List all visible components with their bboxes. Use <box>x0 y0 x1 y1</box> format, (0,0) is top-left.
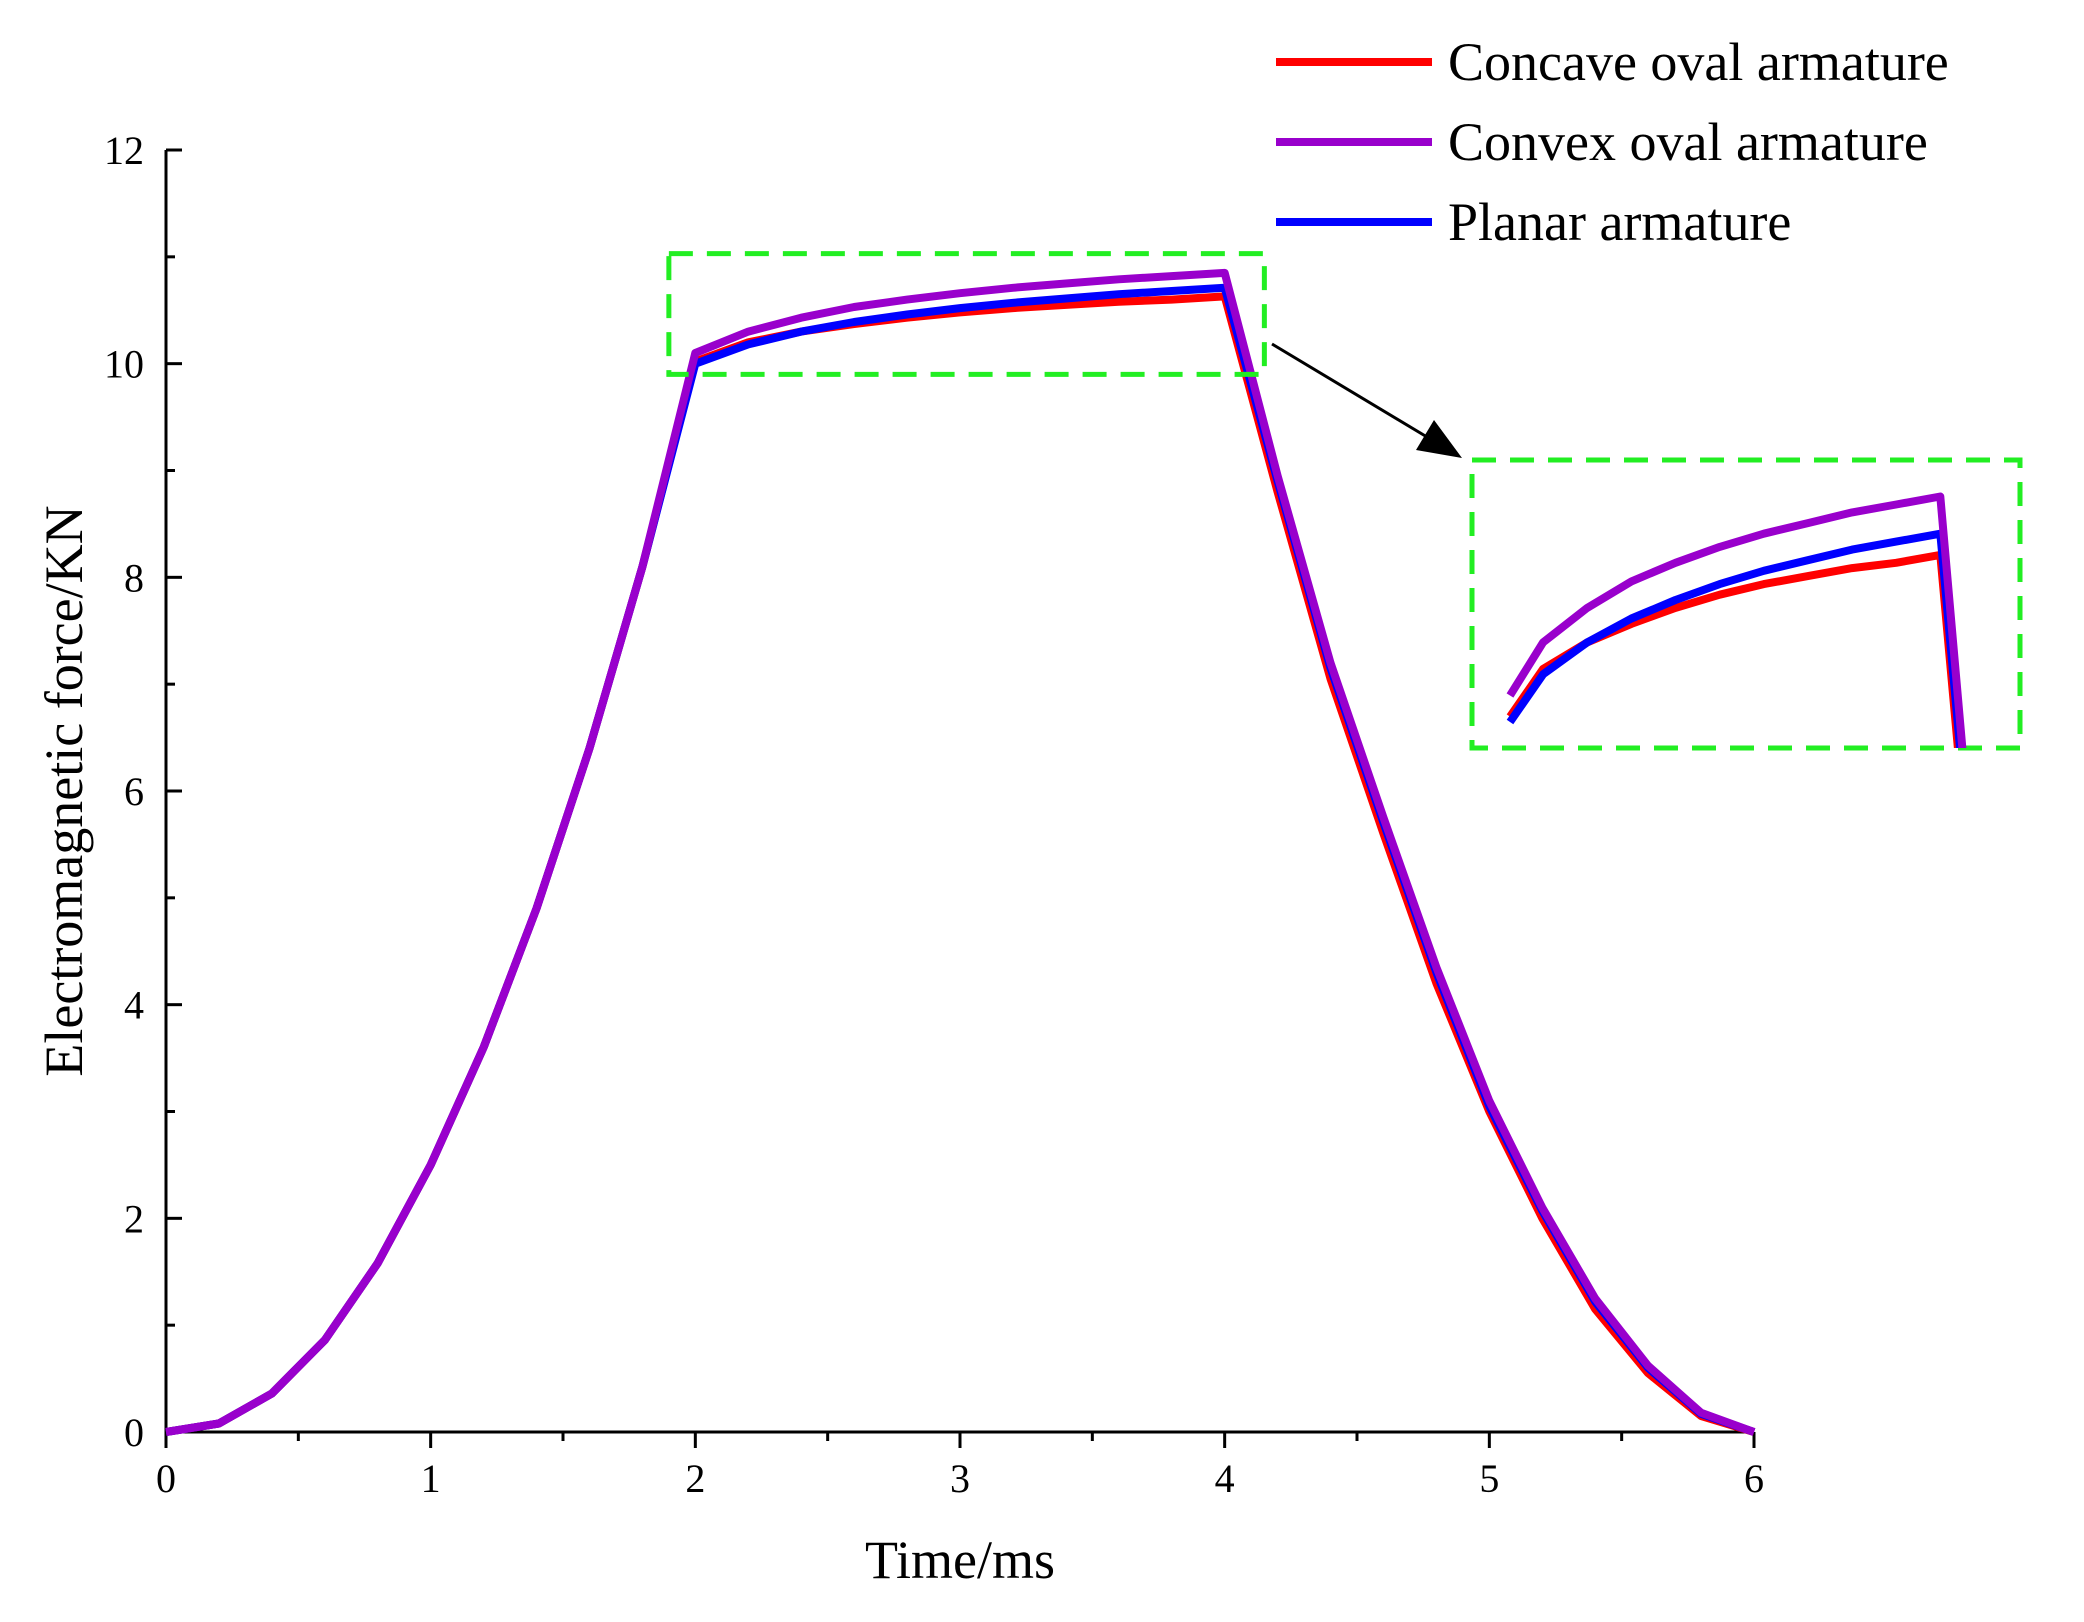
zoom-region-box <box>666 251 1267 377</box>
inset-series-line-2 <box>1506 529 1965 748</box>
x-tick-label: 2 <box>685 1456 705 1501</box>
x-tick-label: 6 <box>1744 1456 1764 1501</box>
inset-series-group <box>1506 492 1967 748</box>
zoom-arrow-line <box>1271 342 1433 442</box>
y-tick-label: 8 <box>124 555 144 600</box>
series-group <box>165 268 1756 1436</box>
x-tick-label: 1 <box>421 1456 441 1501</box>
inset-series-line-0 <box>1506 550 1962 748</box>
legend-label-2: Planar armature <box>1448 192 1791 252</box>
y-axis-label: Electromagnetic force/KN <box>34 505 94 1076</box>
y-tick-label: 4 <box>124 983 144 1028</box>
legend-label-1: Convex oval armature <box>1448 112 1928 172</box>
series-line-0 <box>165 292 1756 1436</box>
inset-box <box>1469 457 2023 751</box>
x-tick-label: 5 <box>1479 1456 1499 1501</box>
x-tick-label: 3 <box>950 1456 970 1501</box>
y-tick-label: 12 <box>104 128 144 173</box>
y-tick-label: 2 <box>124 1196 144 1241</box>
y-tick-label: 10 <box>104 342 144 387</box>
x-tick-label: 4 <box>1215 1456 1235 1501</box>
y-tick-label: 6 <box>124 769 144 814</box>
x-tick-label: 0 <box>156 1456 176 1501</box>
series-line-1 <box>165 268 1756 1436</box>
legend-label-0: Concave oval armature <box>1448 32 1949 92</box>
legend: Concave oval armature Convex oval armatur… <box>1276 32 1949 252</box>
inset-series-line-1 <box>1506 492 1967 748</box>
x-axis-label: Time/ms <box>865 1530 1055 1590</box>
y-tick-label: 0 <box>124 1410 144 1455</box>
axis-ticks <box>164 148 1756 1448</box>
zoom-arrow-head <box>1416 420 1462 458</box>
